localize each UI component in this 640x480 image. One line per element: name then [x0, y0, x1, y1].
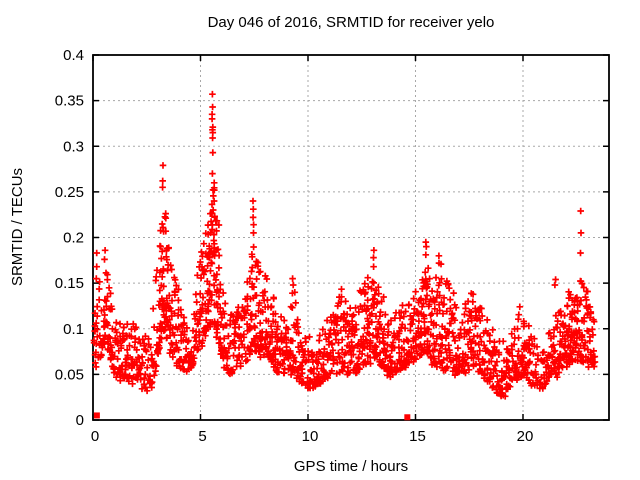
y-tick-label: 0.4	[63, 47, 84, 64]
y-tick-label: 0.15	[55, 275, 84, 292]
y-tick-label: 0.25	[55, 184, 84, 201]
x-axis-label: GPS time / hours	[294, 458, 408, 475]
x-tick-label: 10	[302, 428, 319, 445]
y-tick-label: 0.3	[63, 138, 84, 155]
x-tick-label: 5	[198, 428, 206, 445]
x-tick-label: 15	[409, 428, 426, 445]
y-tick-labels: 0 0.05 0.1 0.15 0.2 0.25 0.3 0.35 0.4	[55, 47, 84, 429]
square-markers	[93, 412, 411, 421]
y-tick-label: 0.05	[55, 366, 84, 383]
x-tick-label: 20	[517, 428, 534, 445]
y-axis-label: SRMTID / TECUs	[9, 168, 26, 286]
x-tick-label: 0	[91, 428, 99, 445]
y-tick-label: 0	[76, 412, 84, 429]
y-tick-label: 0.2	[63, 230, 84, 247]
chart-title: Day 046 of 2016, SRMTID for receiver yel…	[208, 14, 495, 31]
scatter-points	[90, 90, 599, 400]
square-marker	[93, 412, 100, 419]
axis-ticks	[92, 54, 609, 421]
y-tick-label: 0.1	[63, 321, 84, 338]
square-marker	[404, 414, 411, 421]
y-tick-label: 0.35	[55, 93, 84, 110]
x-tick-labels: 0 5 10 15 20	[91, 428, 534, 445]
